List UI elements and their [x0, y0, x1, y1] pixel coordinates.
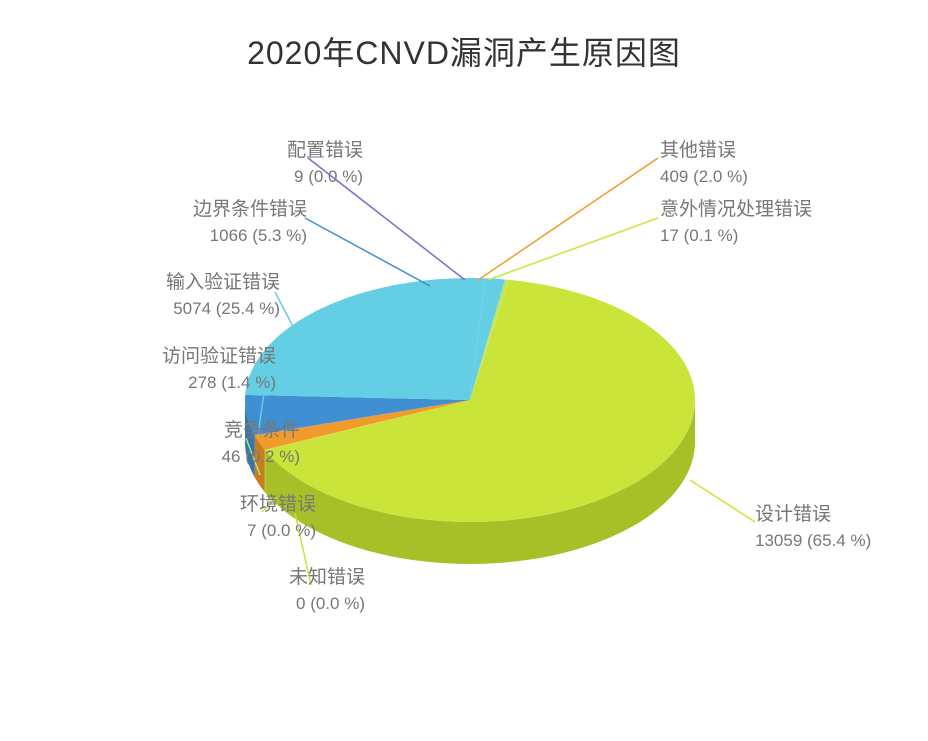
leader-line	[305, 218, 430, 286]
pie-slice-top	[245, 278, 485, 400]
slice-label: 配置错误9 (0.0 %)	[213, 138, 363, 188]
slice-label-value: 9 (0.0 %)	[213, 165, 363, 189]
slice-label-value: 13059 (65.4 %)	[755, 529, 871, 553]
slice-label-name: 边界条件错误	[157, 197, 307, 224]
slice-label: 环境错误7 (0.0 %)	[166, 492, 316, 542]
slice-label-value: 46 (0.2 %)	[150, 445, 300, 469]
slice-label: 设计错误13059 (65.4 %)	[755, 502, 871, 552]
leader-line	[488, 218, 658, 280]
slice-label-value: 5074 (25.4 %)	[130, 297, 280, 321]
slice-label-name: 其他错误	[660, 138, 748, 165]
slice-label-name: 未知错误	[215, 565, 365, 592]
slice-label: 输入验证错误5074 (25.4 %)	[130, 270, 280, 320]
slice-label: 边界条件错误1066 (5.3 %)	[157, 197, 307, 247]
slice-label-value: 409 (2.0 %)	[660, 165, 748, 189]
slice-label-value: 278 (1.4 %)	[126, 371, 276, 395]
slice-label-name: 竞争条件	[150, 418, 300, 445]
slice-label-value: 17 (0.1 %)	[660, 224, 812, 248]
slice-label: 意外情况处理错误17 (0.1 %)	[660, 197, 812, 247]
slice-label-name: 设计错误	[755, 502, 871, 529]
slice-label-name: 配置错误	[213, 138, 363, 165]
slice-label: 竞争条件46 (0.2 %)	[150, 418, 300, 468]
leader-line	[478, 158, 658, 280]
slice-label-value: 7 (0.0 %)	[166, 519, 316, 543]
slice-label-name: 输入验证错误	[130, 270, 280, 297]
slice-label-name: 环境错误	[166, 492, 316, 519]
slice-label: 访问验证错误278 (1.4 %)	[126, 344, 276, 394]
slice-label: 未知错误0 (0.0 %)	[215, 565, 365, 615]
slice-label-name: 意外情况处理错误	[660, 197, 812, 224]
pie-chart: 设计错误13059 (65.4 %) 意外情况处理错误17 (0.1 %) 其他错误…	[0, 0, 928, 741]
slice-label-value: 0 (0.0 %)	[215, 592, 365, 616]
leader-line	[690, 480, 755, 522]
slice-label-name: 访问验证错误	[126, 344, 276, 371]
slice-label: 其他错误409 (2.0 %)	[660, 138, 748, 188]
slice-label-value: 1066 (5.3 %)	[157, 224, 307, 248]
